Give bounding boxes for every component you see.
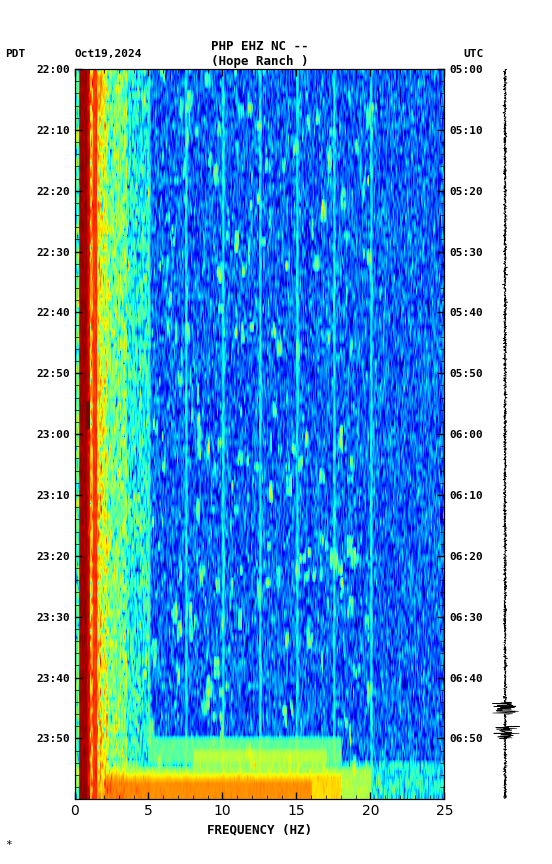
X-axis label: FREQUENCY (HZ): FREQUENCY (HZ) (207, 823, 312, 836)
Text: UTC: UTC (464, 49, 484, 60)
Text: PDT: PDT (6, 49, 26, 60)
Text: *: * (6, 841, 12, 850)
Text: Oct19,2024: Oct19,2024 (75, 49, 142, 60)
Title: PHP EHZ NC --
(Hope Ranch ): PHP EHZ NC -- (Hope Ranch ) (211, 40, 308, 68)
